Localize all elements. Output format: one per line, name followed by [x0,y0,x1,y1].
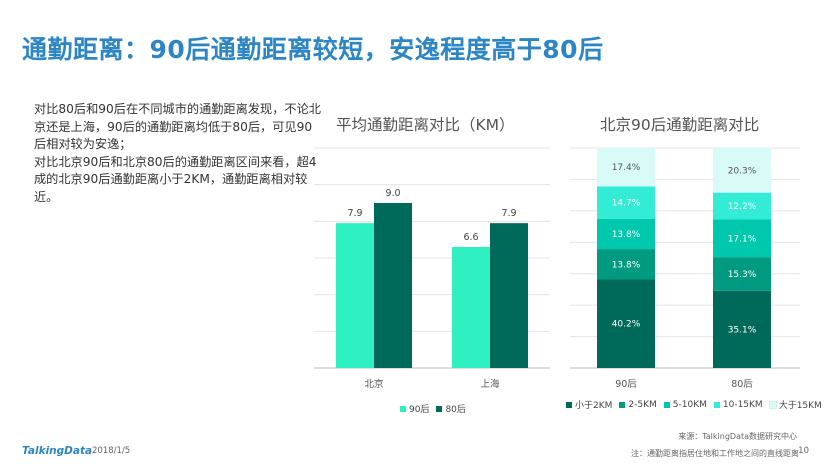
beijing-distance-stacked-chart: 40.2% 13.8% 13.8% 14.7% 17.4% 90后 35.1% 15.3% 17… [570,147,800,390]
legend-swatch [768,400,777,409]
segment-value-label: 17.4% [612,163,641,173]
legend-swatch [619,401,626,408]
chart-2-title: 北京90后通勤距离对比 [600,116,760,134]
legend-item-1: 2-5KM [619,399,657,410]
segment-0-1 [713,290,771,368]
segment-value-label: 17.1% [728,234,757,244]
legend-label-90: 90后 [409,405,430,415]
legend-label: 小于2KM [575,401,613,411]
segment-0-0 [597,279,655,368]
legend-item-90: 90后 [400,402,429,415]
legend-label: 5-10KM [672,399,707,410]
legend-label: 10-15KM [722,399,763,410]
legend-label: 大于15KM [778,401,822,411]
chart-2-legend: 小于2KM 2-5KM 5-10KM 10-15KM 大于15KM [566,398,829,411]
description-block: 对比80后和90后在不同城市的通勤距离发现，不论北京还是上海，90后的通勤距离均… [34,101,324,206]
segment-value-label: 15.3% [728,270,757,280]
category-label: 80后 [731,379,753,390]
footer-date: 2018/1/5 [92,446,131,456]
legend-swatch [566,401,572,408]
segment-value-label: 40.2% [612,320,641,330]
legend-item-3: 10-15KM [713,399,763,410]
legend-label: 2-5KM [628,399,657,410]
chart-1-legend: 90后 80后 [400,402,473,415]
bar-90-1 [452,247,490,368]
bar-90-0 [336,223,374,368]
segment-value-label: 20.3% [728,166,757,176]
footnote: 注：通勤距离指居住地和工作地之间的直线距离 [631,449,799,458]
bar-value-label: 6.6 [463,232,478,243]
segment-3-1 [713,192,771,220]
segment-4-1 [713,148,771,193]
segment-2-0 [597,218,655,250]
legend-item-2: 5-10KM [663,399,707,410]
legend-label-80: 80后 [445,405,466,415]
bar-80-0 [374,203,412,368]
legend-swatch [713,401,720,408]
category-label: 北京 [364,378,383,390]
segment-1-0 [597,249,655,280]
page-number: 10 [798,446,809,456]
legend-item-80: 80后 [436,402,466,415]
bar-value-label: 9.0 [385,188,400,199]
slide-title: 通勤距离：90后通勤距离较短，安逸程度高于80后 [22,35,604,64]
legend-swatch-80 [436,405,443,412]
bar-80-1 [490,223,528,368]
average-commute-bar-chart: 7.9 9.0 北京 6.6 7.9 上海 [314,147,550,390]
legend-item-0: 小于2KM [566,398,612,411]
legend-swatch-90 [400,405,406,412]
legend-swatch [663,401,670,408]
segment-value-label: 13.8% [612,260,641,270]
chart-1-title: 平均通勤距离对比（KM） [336,116,515,134]
talkingdata-logo: TalkingData [22,445,93,457]
bar-value-label: 7.9 [347,208,362,219]
segment-1-1 [713,257,771,291]
segment-value-label: 13.8% [612,230,641,240]
segment-2-1 [713,219,771,258]
category-label: 上海 [480,378,500,390]
segment-value-label: 35.1% [728,325,757,335]
segment-4-0 [597,148,655,187]
segment-value-label: 12.2% [728,202,757,212]
segment-3-0 [597,186,655,219]
bar-value-label: 7.9 [501,208,516,219]
description-paragraph-1: 对比80后和90后在不同城市的通勤距离发现，不论北京还是上海，90后的通勤距离均… [34,102,321,151]
description-paragraph-2: 对比北京90后和北京80后的通勤距离区间来看，超4成的北京90后通勤距离小于2K… [34,154,317,204]
category-label: 90后 [615,379,637,390]
segment-value-label: 14.7% [612,199,641,209]
source-note: 来源：TalkingData数据研究中心 [678,432,797,441]
legend-item-4: 大于15KM [768,398,822,411]
